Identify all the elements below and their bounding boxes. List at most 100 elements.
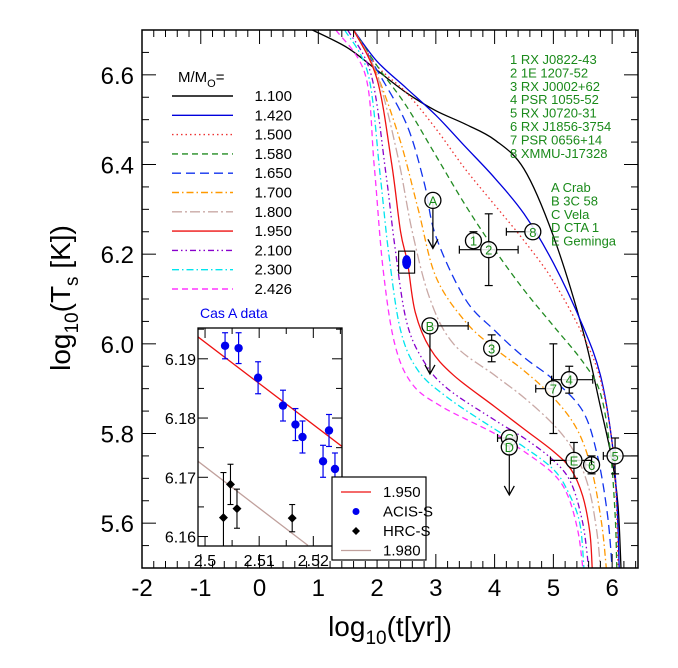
source-list-item: 2 1E 1207-52	[510, 65, 588, 80]
legend-entry: 2.100	[172, 242, 292, 259]
inset-y-tick-label: 6.18	[165, 411, 196, 428]
inset-axis-tick-labels: 2.5 2.51 2.52 6.16 6.17 6.18 6.19	[165, 352, 329, 570]
source-list-item: E Geminga	[551, 234, 617, 249]
acis-s-point	[253, 361, 263, 395]
observation-3: 3	[483, 334, 501, 363]
observation-marker	[544, 380, 563, 398]
x-tick-label: 1	[312, 575, 325, 602]
legend-entry: 1.100	[172, 88, 292, 105]
hrc-s-point	[232, 488, 242, 529]
source-list-item: 6 RX J1856-3754	[510, 119, 611, 134]
inset-y-tick-label: 6.16	[165, 530, 196, 547]
observation-2: 2	[458, 213, 519, 287]
y-axis-title-sub2: s	[62, 276, 83, 286]
model-curve-2.426	[335, 30, 584, 568]
x-tick-label: 3	[429, 575, 442, 602]
inset-legend-entry: HRC-S	[352, 523, 431, 540]
legend-label: 1.950	[254, 223, 292, 240]
y-axis-title: log10(Ts [K])	[45, 225, 83, 371]
source-list-item: D CTA 1	[551, 220, 599, 235]
inset-x-tick-label: 2.5	[194, 553, 216, 570]
source-list-item: 8 XMMU-J17328	[510, 146, 608, 161]
source-list-item: A Crab	[551, 180, 591, 195]
observation-label: 1	[470, 234, 477, 249]
legend-entry: 2.300	[172, 262, 292, 279]
inset-legend-entry: 1.950	[341, 484, 421, 501]
y-tick-label: 6.0	[101, 332, 134, 359]
model-curves	[312, 30, 622, 568]
observation-E: E	[549, 441, 593, 479]
inset-legend-swatch	[352, 527, 360, 535]
legend-title-suffix: =	[216, 69, 225, 86]
x-tick-label: 5	[547, 575, 560, 602]
observation-label: D	[505, 440, 514, 455]
inset-y-tick-label: 6.19	[165, 352, 196, 369]
numbered-source-list: 1 RX J0822-432 1E 1207-523 RX J0002+624 …	[510, 52, 611, 161]
observation-label: 4	[566, 373, 573, 388]
legend-entry: 1.800	[172, 204, 292, 221]
legend-title-sub: O	[207, 78, 216, 90]
source-list-item: B 3C 58	[551, 193, 598, 208]
observation-marker	[424, 191, 442, 210]
inset-line-1.950	[198, 336, 342, 447]
inset-frame	[197, 327, 343, 547]
x-tick-label: -2	[131, 575, 152, 602]
observation-marker	[565, 451, 583, 470]
y-tick-label: 6.6	[101, 63, 134, 90]
inset-legend-swatch	[352, 508, 360, 515]
legend-entry: 2.426	[172, 281, 292, 298]
y-tick-label: 6.2	[101, 242, 134, 269]
observation-marker	[560, 371, 578, 389]
source-list-item: 7 PSR 0656+14	[510, 132, 602, 147]
x-tick-label: 4	[488, 575, 501, 602]
x-tick-label: -1	[190, 575, 211, 602]
observation-B: B	[421, 317, 469, 376]
model-curve-2.300	[344, 30, 585, 568]
inset-x-tick-label: 2.52	[298, 553, 329, 570]
main-axis-tick-labels: -2 -1 0 1 2 3 4 5 65.65.86.06.26.46.6	[101, 63, 619, 602]
legend-label: 2.300	[254, 262, 292, 279]
model-curve-2.100	[347, 30, 590, 568]
hrc-s-point	[218, 471, 228, 546]
legend-entry: 1.650	[172, 165, 292, 182]
observation-8: 8	[505, 223, 542, 241]
observation-D: D	[500, 438, 518, 497]
observation-marker	[606, 447, 624, 465]
x-axis-title: log10(t[yr])	[328, 611, 452, 649]
acis-s-point	[324, 413, 334, 448]
legend-label: 1.800	[254, 204, 292, 221]
source-list-item: C Vela	[551, 207, 590, 222]
cas-a-marker	[398, 250, 416, 274]
inset-legend-label: ACIS-S	[383, 504, 433, 521]
source-list-item: 4 PSR 1055-52	[510, 92, 599, 107]
hrc-s-point	[287, 503, 297, 533]
y-axis-title-sub: 10	[62, 312, 83, 333]
y-tick-label: 5.6	[101, 511, 134, 538]
observation-marker	[483, 339, 501, 357]
inset-legend-label: 1.950	[383, 484, 421, 501]
legend-label: 1.700	[254, 185, 292, 202]
observation-label: A	[429, 193, 438, 208]
observation-label: 3	[488, 341, 495, 356]
y-tick-label: 6.4	[101, 153, 134, 180]
x-tick-label: 0	[253, 575, 266, 602]
legend-title-base: M/M	[178, 69, 207, 86]
x-axis-title-rest: (t[yr])	[387, 611, 452, 642]
acis-s-point	[220, 332, 230, 360]
x-axis-title-sub: 10	[365, 628, 386, 649]
legend-label: 1.100	[254, 88, 292, 105]
inset-background	[198, 328, 342, 546]
observation-1: 1	[464, 231, 483, 250]
inset-legend-entry: ACIS-S	[352, 504, 433, 521]
source-list-item: 3 RX J0002+62	[510, 79, 600, 94]
x-tick-label: 2	[370, 575, 383, 602]
observation-marker	[480, 241, 498, 259]
inset-title: Cas A data	[200, 305, 268, 321]
observation-marker	[524, 223, 542, 241]
acis-s-point	[291, 407, 300, 442]
inset-legend-label: HRC-S	[383, 523, 431, 540]
observation-label: 2	[485, 243, 492, 258]
observation-label: 5	[611, 449, 618, 464]
